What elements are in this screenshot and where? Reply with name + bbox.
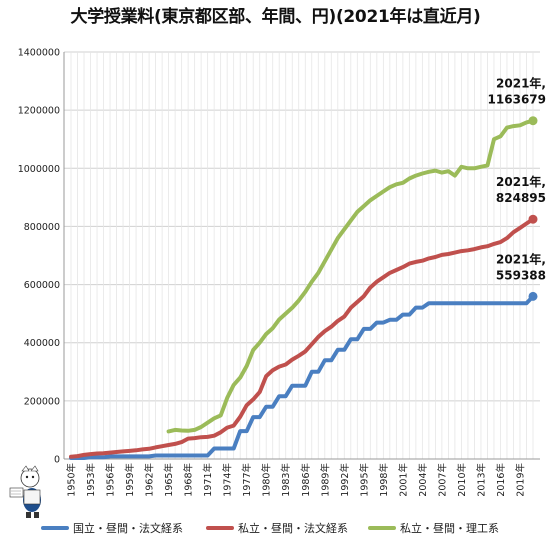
x-tick-label: 1956年: [105, 463, 117, 497]
y-tick-label: 400000: [24, 338, 60, 349]
y-tick-label: 200000: [24, 396, 60, 407]
end-label-year: 2021年,: [496, 174, 546, 189]
chart-title: 大学授業料(東京都区部、年間、円)(2021年は直近月): [70, 7, 481, 27]
x-tick-label: 1998年: [378, 463, 390, 497]
legend-label: 国立・昼間・法文経系: [73, 521, 183, 535]
end-label-year: 2021年,: [496, 251, 546, 266]
x-tick-label: 1965年: [163, 463, 175, 497]
x-tick-label: 2004年: [417, 463, 429, 497]
legend: 国立・昼間・法文経系 私立・昼間・法文経系 私立・昼間・理工系: [41, 521, 499, 535]
x-tick-label: 1959年: [124, 463, 136, 497]
x-tick-label: 1953年: [85, 463, 97, 497]
series-line: [69, 217, 535, 459]
end-labels: 2021年, 1163679 2021年, 824895 2021年, 559388: [488, 76, 546, 283]
end-label-value: 1163679: [488, 93, 546, 107]
x-tick-label: 2007年: [436, 463, 448, 497]
x-tick-label: 1986年: [300, 463, 312, 497]
x-tick-label: 2016年: [495, 463, 507, 497]
x-tick-label: 1971年: [202, 463, 214, 497]
x-tick-label: 2019年: [514, 463, 526, 497]
gridlines: [64, 51, 540, 460]
legend-label: 私立・昼間・理工系: [400, 521, 499, 535]
x-tick-label: 2001年: [397, 463, 409, 497]
x-tick-label: 1962年: [144, 463, 156, 497]
end-label-value: 559388: [496, 268, 546, 282]
y-tick-label: 1200000: [18, 106, 60, 117]
x-tick-label: 1983年: [280, 463, 292, 497]
x-tick-label: 1989年: [319, 463, 331, 497]
end-label-year: 2021年,: [496, 76, 546, 91]
x-tick-label: 1974年: [222, 463, 234, 497]
x-tick-label: 1968年: [183, 463, 195, 497]
y-tick-label: 1000000: [18, 164, 60, 175]
x-tick-label: 2013年: [475, 463, 487, 497]
x-tick-label: 1950年: [66, 463, 78, 497]
y-tick-label: 1400000: [18, 48, 60, 59]
x-tick-label: 1995年: [358, 463, 370, 497]
x-tick-label: 2010年: [456, 463, 468, 497]
end-point-marker: [528, 214, 538, 224]
series-line: [69, 294, 535, 460]
series-lines: [69, 116, 538, 460]
x-tick-label: 1992年: [339, 463, 351, 497]
series-line: [166, 118, 535, 434]
x-tick-label: 1980年: [261, 463, 273, 497]
end-point-marker: [528, 116, 538, 126]
y-tick-label: 800000: [24, 222, 60, 233]
y-tick-label: 600000: [24, 280, 60, 291]
legend-label: 私立・昼間・法文経系: [238, 521, 348, 535]
y-tick-label: 0: [54, 455, 60, 466]
x-tick-label: 1977年: [241, 463, 253, 497]
mascot-illustration: [9, 465, 41, 518]
end-point-marker: [528, 291, 538, 301]
end-label-value: 824895: [496, 191, 546, 205]
axes: 0 200000 400000 600000 800000 1000000 1200000 1…: [18, 48, 540, 497]
